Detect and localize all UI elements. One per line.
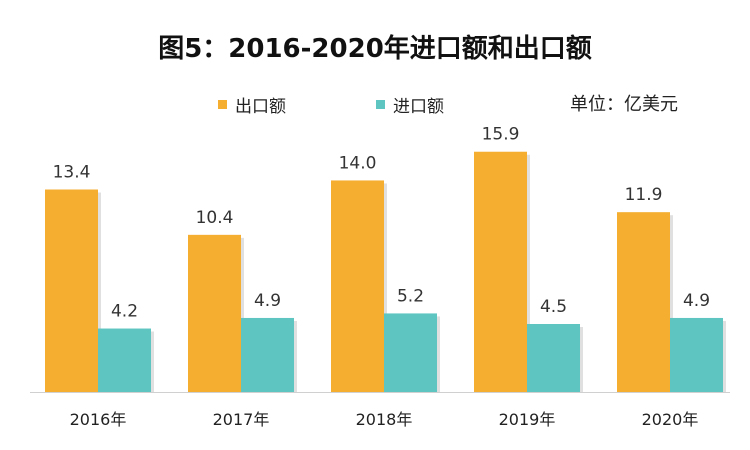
x-tick-label-2: 2018年	[356, 410, 413, 429]
legend: 出口额 进口额	[218, 92, 444, 117]
legend-label-import: 进口额	[393, 97, 444, 117]
bar-export-4	[617, 212, 670, 392]
data-label-import-0: 4.2	[111, 302, 138, 322]
legend-item-export: 出口额	[218, 92, 286, 117]
legend-label-export: 出口额	[235, 97, 286, 117]
bar-import-3	[527, 324, 580, 392]
bar-import-0	[98, 328, 151, 392]
data-label-import-1: 4.9	[254, 291, 281, 311]
bar-export-1	[188, 234, 241, 392]
bar-export-0	[45, 189, 98, 392]
x-tick-label-3: 2019年	[499, 410, 556, 429]
bar-export-2	[331, 180, 384, 392]
unit-label: 单位：亿美元	[570, 94, 678, 115]
bar-import-1	[241, 317, 294, 392]
bar-import-2	[384, 313, 437, 392]
legend-item-import: 进口额	[376, 92, 444, 117]
legend-swatch-import	[376, 100, 385, 109]
data-label-export-3: 15.9	[482, 125, 520, 145]
x-tick-label-0: 2016年	[70, 410, 127, 429]
x-tick-label-1: 2017年	[213, 410, 270, 429]
legend-swatch-export	[218, 100, 227, 109]
data-label-export-2: 14.0	[339, 153, 377, 173]
data-label-export-1: 10.4	[196, 208, 234, 228]
data-label-import-3: 4.5	[540, 297, 567, 317]
data-label-export-0: 13.4	[53, 163, 91, 183]
data-label-import-2: 5.2	[397, 286, 424, 306]
data-label-import-4: 4.9	[683, 291, 710, 311]
data-label-export-4: 11.9	[625, 185, 663, 205]
bar-export-3	[474, 151, 527, 392]
chart-title: 图5：2016-2020年进口额和出口额	[158, 34, 592, 64]
x-tick-label-4: 2020年	[642, 410, 699, 429]
bar-import-4	[670, 317, 723, 392]
